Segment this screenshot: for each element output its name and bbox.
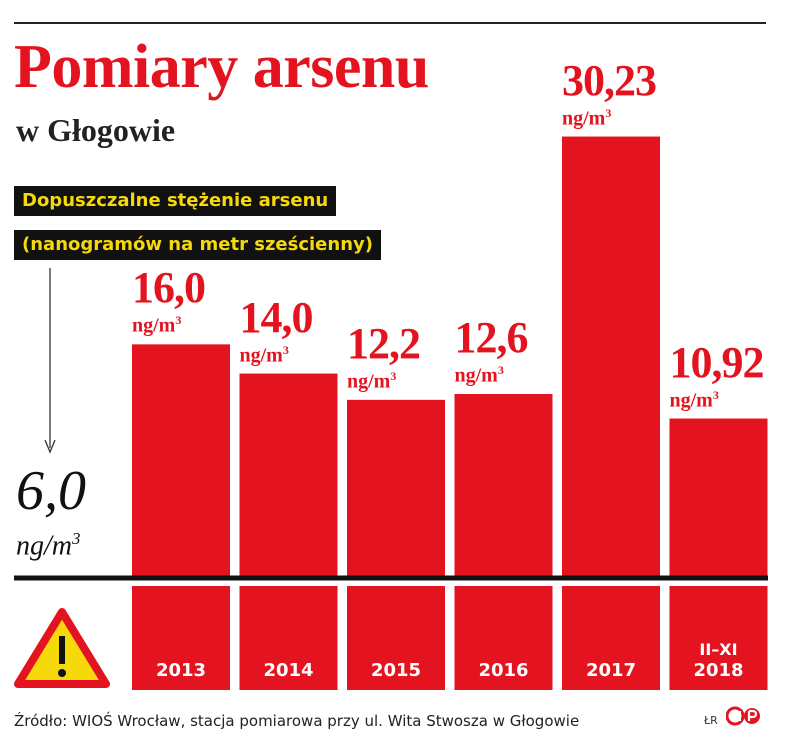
value-number: 10,92 — [669, 337, 765, 387]
year-main-label: 2016 — [478, 660, 529, 681]
year-main-label: 2013 — [155, 660, 207, 681]
value-number: 14,0 — [239, 292, 314, 342]
value-label: 14,0 ng/m3 — [239, 292, 314, 367]
year-label: 2015 — [347, 660, 445, 682]
year-label: 2016 — [455, 660, 553, 682]
year-main-label: 2018 — [693, 660, 744, 681]
value-label: 10,92 ng/m3 — [669, 337, 765, 412]
limit-unit: ng/m3 — [16, 529, 81, 562]
chart-title: Pomiary arsenu — [14, 33, 429, 101]
value-number: 30,23 — [562, 55, 657, 105]
value-label: 30,23 ng/m3 — [562, 55, 657, 130]
bar-II–XI 2018 — [669, 418, 768, 578]
value-unit: ng/m3 — [132, 313, 182, 337]
year-block-2014 — [239, 586, 338, 690]
bar-2015 — [347, 399, 445, 578]
value-number: 16,0 — [132, 263, 206, 313]
year-block-2013 — [132, 586, 230, 690]
limit-value: 6,0 — [16, 460, 86, 522]
value-unit: ng/m3 — [347, 368, 397, 393]
warning-triangle-icon — [14, 608, 110, 688]
year-label: 2017 — [562, 660, 660, 682]
value-number: 12,2 — [347, 318, 421, 368]
value-label: 12,2 ng/m3 — [347, 318, 421, 393]
source-note: Źródło: WIOŚ Wrocław, stacja pomiarowa p… — [14, 712, 580, 730]
top-rule — [14, 22, 766, 24]
chart-subtitle: w Głogowie — [16, 112, 176, 148]
bar-2014 — [239, 373, 338, 578]
cp-logo-icon — [726, 706, 760, 726]
year-block-2016 — [454, 586, 553, 690]
author-initials: ŁR — [704, 714, 718, 727]
bar-2016 — [454, 394, 553, 578]
year-main-label: 2014 — [263, 660, 314, 681]
value-number: 12,6 — [454, 313, 529, 362]
year-main-label: 2017 — [585, 660, 637, 681]
year-block-II–XI 2018 — [669, 586, 768, 690]
arrow-down-icon — [44, 439, 56, 454]
value-unit: ng/m3 — [239, 342, 289, 367]
bar-2013 — [132, 344, 230, 578]
value-unit: ng/m3 — [562, 105, 612, 130]
year-label: 2014 — [240, 660, 338, 682]
limit-label-line1: Dopuszczalne stężenie arsenu — [14, 186, 337, 216]
year-sub-label: II–XI — [699, 640, 738, 659]
year-label: 2013 — [132, 660, 230, 682]
value-label: 16,0 ng/m3 — [132, 263, 206, 337]
value-unit: ng/m3 — [454, 363, 504, 387]
year-block-2017 — [562, 586, 660, 690]
bar-2017 — [562, 136, 660, 579]
value-label: 12,6 ng/m3 — [454, 313, 529, 387]
year-label: II–XI 2018 — [670, 640, 768, 682]
year-main-label: 2015 — [370, 660, 422, 681]
year-block-2015 — [347, 586, 445, 690]
value-unit: ng/m3 — [669, 387, 719, 412]
limit-label-line2: (nanogramów na metr sześcienny) — [14, 230, 381, 260]
